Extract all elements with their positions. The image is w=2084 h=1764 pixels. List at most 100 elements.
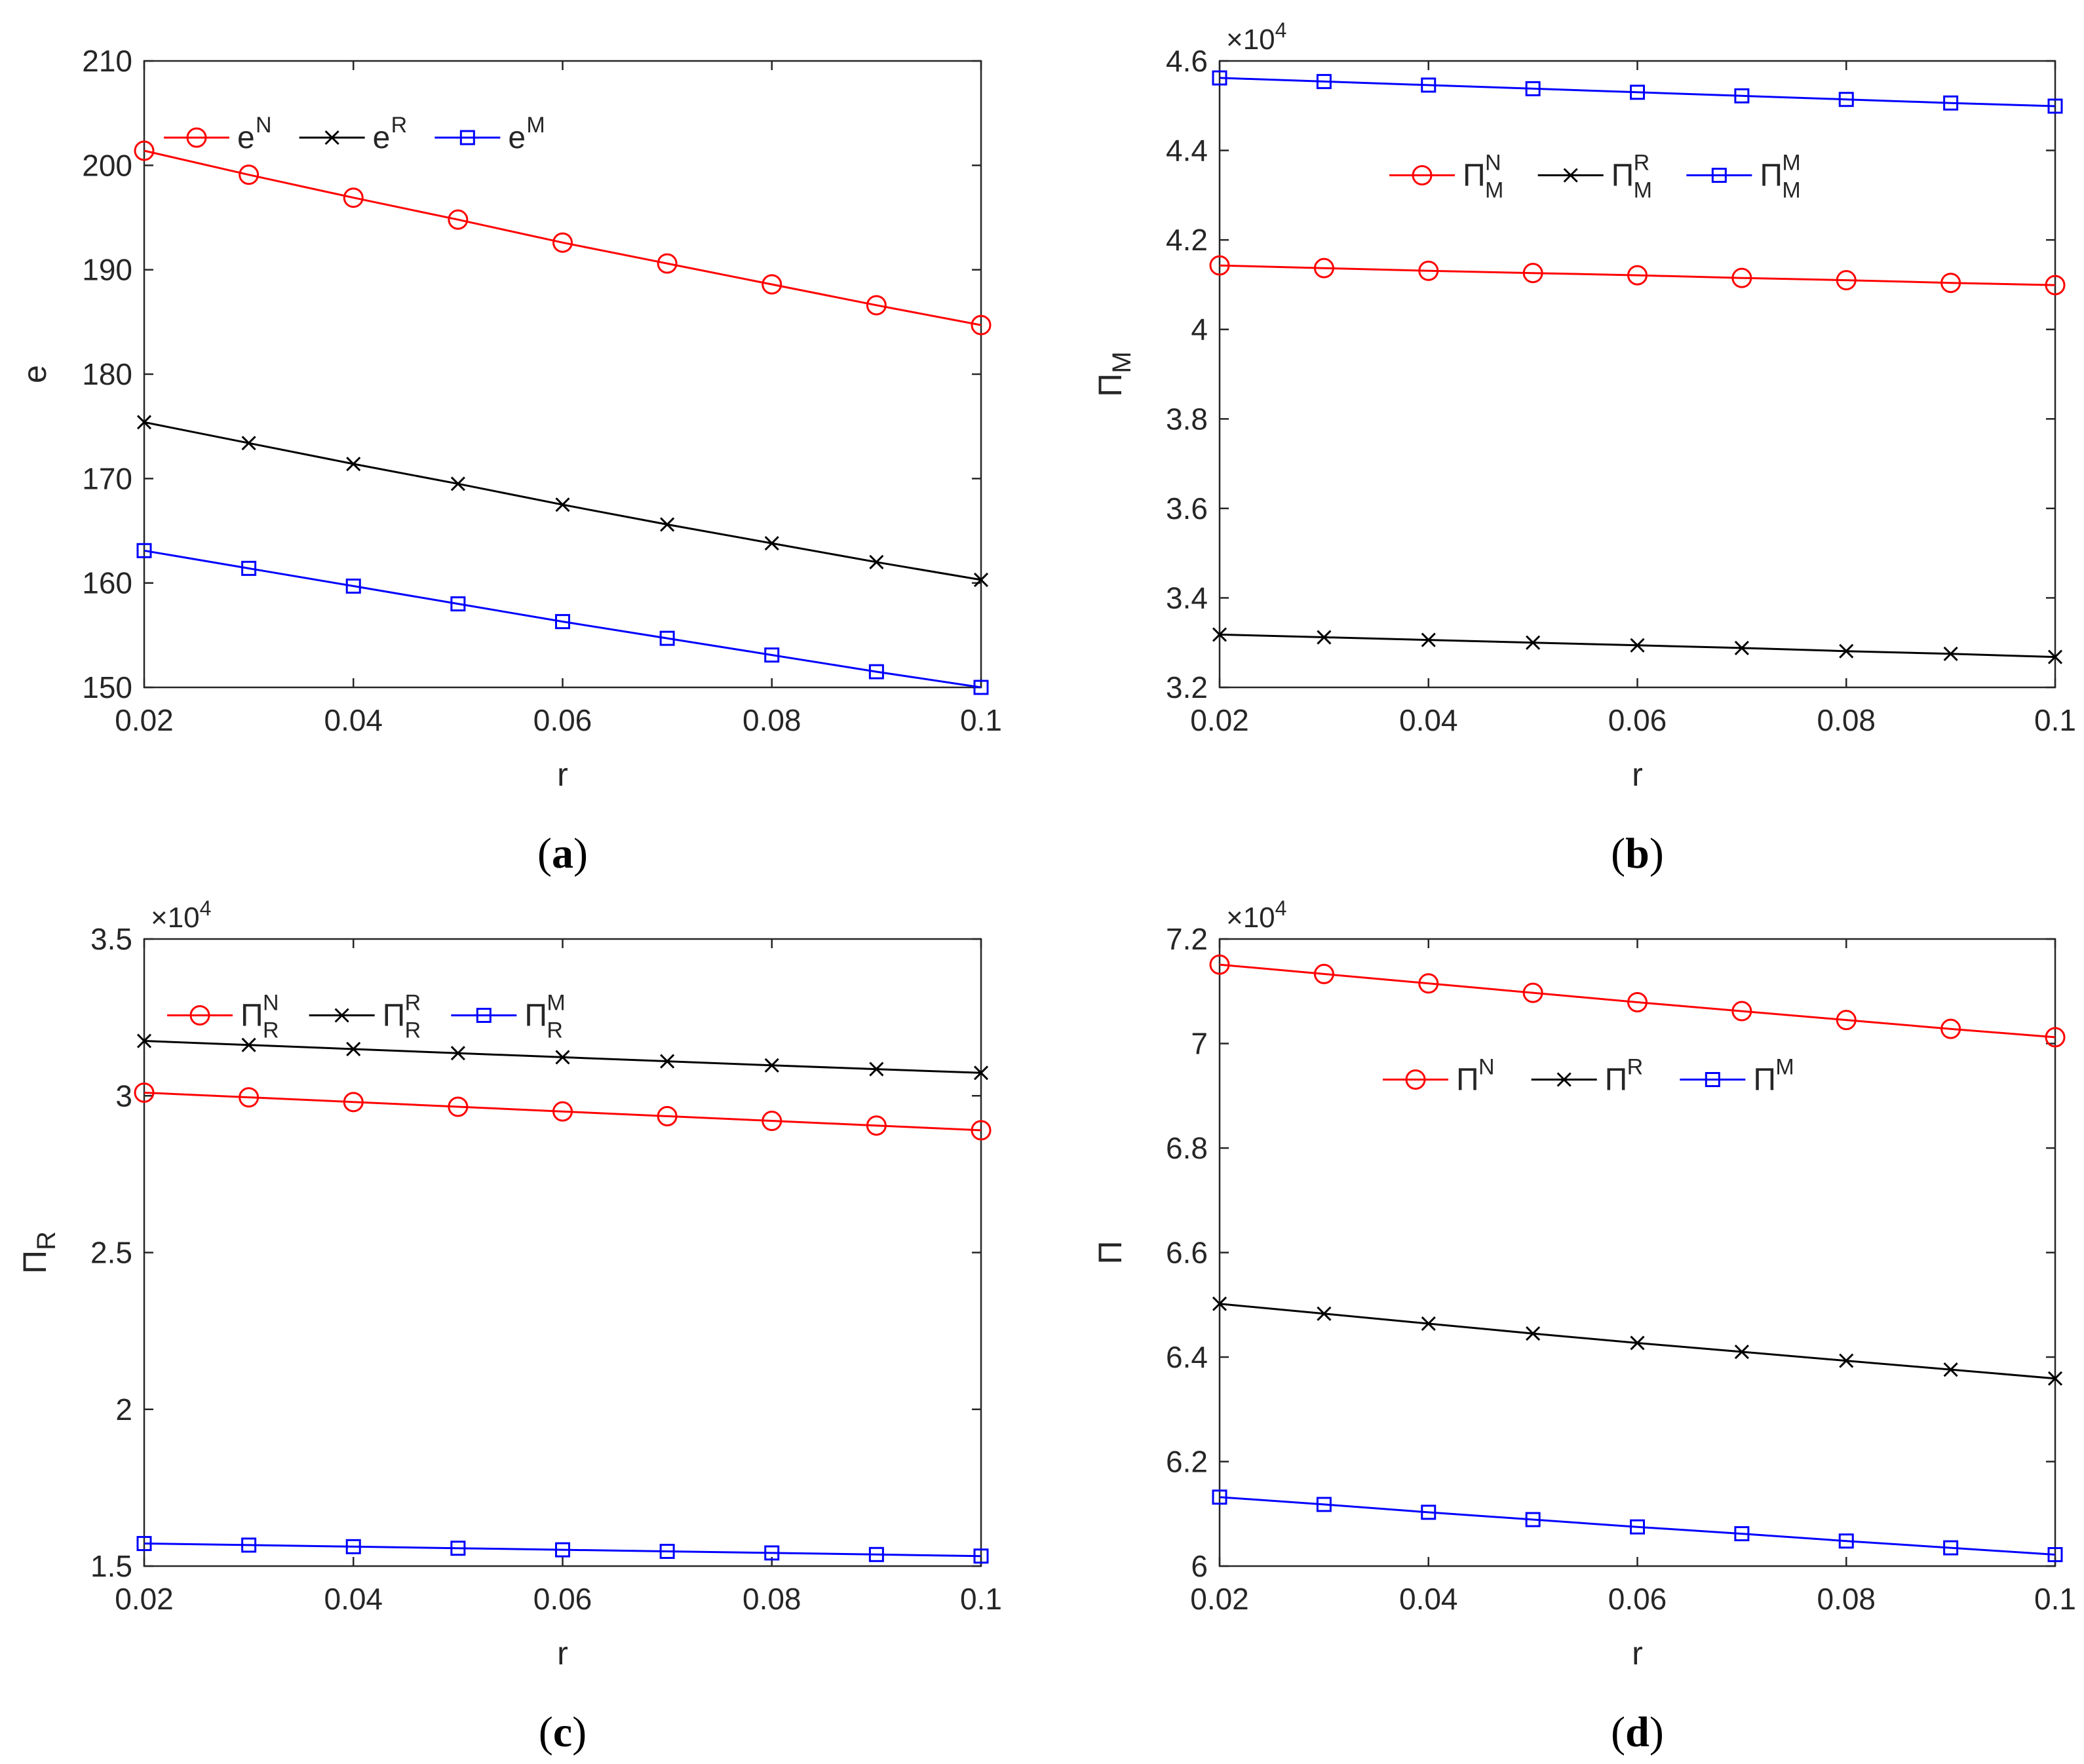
legend-marker-N <box>1412 165 1433 185</box>
legend-label-base: Π <box>524 999 547 1033</box>
data-point-R <box>241 1037 256 1052</box>
data-point-N <box>971 315 992 336</box>
y-tick-label: 3.2 <box>1166 670 1208 704</box>
caption-open-paren: ( <box>539 1708 553 1756</box>
legend-marker-R <box>1556 1072 1572 1087</box>
data-point-M <box>1943 1540 1959 1556</box>
y-tick-label: 3.5 <box>90 922 132 956</box>
data-point-N <box>552 1101 573 1122</box>
plot-area-d <box>1218 938 2056 1567</box>
x-tick-label: 0.06 <box>1608 1582 1667 1616</box>
x-tick-label: 0.1 <box>2034 703 2076 737</box>
caption-close-paren: ) <box>573 830 588 877</box>
data-point-M <box>659 1544 675 1560</box>
series-R <box>1212 1296 2063 1386</box>
data-point-N <box>1836 270 1857 291</box>
data-point-M <box>1734 88 1750 104</box>
y-axis-label: e <box>16 365 53 383</box>
y-tick-label: 3.8 <box>1166 402 1208 436</box>
y-tick-label: 4 <box>1191 313 1208 347</box>
data-point-M <box>1316 73 1332 89</box>
exponent-power: 4 <box>200 896 212 920</box>
data-point-M <box>1421 1505 1437 1520</box>
legend-marker-R <box>324 130 339 145</box>
y-tick-label: 2.5 <box>90 1236 132 1270</box>
panel-caption: (c) <box>539 1708 587 1756</box>
data-point-R <box>1421 632 1436 647</box>
data-point-N <box>134 140 155 161</box>
data-point-M <box>1525 1512 1541 1527</box>
series-line-M <box>1219 77 2056 107</box>
legend-label-M: Π <box>524 999 547 1033</box>
data-point-R <box>136 415 152 430</box>
data-point-M <box>241 560 257 576</box>
caption-open-paren: ( <box>537 830 552 877</box>
legend-marker-N <box>1405 1069 1426 1090</box>
panel-a: 0.02 0.04 0.06 0.08 0.1 150 160 170 180 190 200 210… <box>16 44 1002 877</box>
legend-label-R: Π <box>1605 1063 1628 1098</box>
caption-letter: d <box>1625 1708 1650 1756</box>
legend-label-sup: M <box>1775 1055 1794 1080</box>
data-point-M <box>450 1541 466 1556</box>
data-point-R <box>2047 649 2063 664</box>
caption-close-paren: ) <box>1650 830 1664 877</box>
data-point-M <box>136 1536 152 1552</box>
panel-caption: (a) <box>537 830 588 877</box>
y-tick-label: 160 <box>82 566 132 600</box>
legend-label-M: Π <box>1753 1063 1776 1098</box>
exponent-base: ×10 <box>1226 24 1275 56</box>
y-tick-label: 4.6 <box>1166 44 1208 78</box>
legend-label-R: e <box>373 121 391 155</box>
y-axis-label-base: Π <box>16 1250 53 1274</box>
y-tick-label: 4.2 <box>1166 223 1208 257</box>
caption-letter: b <box>1625 830 1650 877</box>
x-tick-label: 0.04 <box>1399 703 1458 737</box>
data-point-N <box>1522 982 1543 1003</box>
legend-marker-M <box>1705 1072 1720 1087</box>
data-point-N <box>1209 255 1230 276</box>
y-tick-label: 6 <box>1191 1549 1208 1583</box>
y-axis-label: ΠR <box>16 1231 61 1274</box>
data-point-N <box>1313 963 1334 984</box>
x-tick-label: 0.08 <box>1817 1582 1876 1616</box>
exponent-base: ×10 <box>1226 902 1275 934</box>
series-R <box>1212 627 2063 664</box>
legend-label-N: Π <box>241 999 263 1033</box>
y-axis-label-base: Π <box>1092 1240 1129 1264</box>
legend-marker-M <box>459 130 475 145</box>
series-M <box>1212 1489 2063 1562</box>
legend-marker-N <box>186 127 207 148</box>
data-point-N <box>239 1087 260 1108</box>
data-point-R <box>1317 1306 1332 1321</box>
legend-label-sup: N <box>263 991 279 1016</box>
series-line-M <box>144 1543 982 1558</box>
legend-label-base: Π <box>1753 1063 1776 1098</box>
caption-close-paren: ) <box>572 1708 587 1756</box>
legend-label-R: Π <box>383 999 406 1033</box>
data-point-R <box>973 572 989 587</box>
legend-label-sup: M <box>547 991 565 1016</box>
data-point-R <box>1526 1326 1541 1341</box>
caption-open-paren: ( <box>1611 1708 1625 1756</box>
y-tick-label: 180 <box>82 357 132 391</box>
y-axis-label: ΠM <box>1092 351 1136 396</box>
legend-marker-M <box>1711 168 1727 183</box>
legend-label-sub: M <box>1634 178 1652 203</box>
series-line-M <box>1219 1496 2056 1556</box>
plot-area-c <box>143 938 982 1567</box>
data-point-N <box>1940 1018 1961 1039</box>
series-line-N <box>144 149 982 326</box>
y-tick-label: 150 <box>82 670 132 704</box>
x-tick-label: 0.06 <box>533 1582 592 1616</box>
x-tick-label: 0.02 <box>115 703 174 737</box>
legend-label-R: Π <box>1611 159 1634 193</box>
x-tick-label: 0.06 <box>1608 703 1667 737</box>
data-point-N <box>1627 265 1648 286</box>
legend-label-base: Π <box>1456 1063 1479 1098</box>
data-point-R <box>241 436 256 451</box>
x-axis-label: r <box>557 756 568 793</box>
legend-label-M: Π <box>1760 159 1783 193</box>
data-point-N <box>343 187 364 208</box>
legend-label-base: Π <box>1605 1063 1628 1098</box>
